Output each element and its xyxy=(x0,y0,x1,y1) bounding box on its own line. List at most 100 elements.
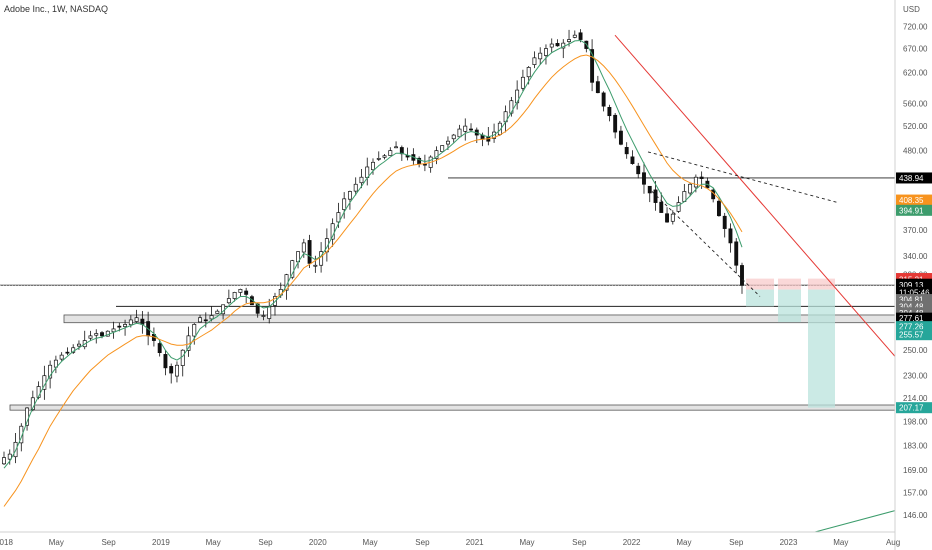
candle-body xyxy=(290,260,295,278)
candle-body xyxy=(100,332,104,337)
candle-body xyxy=(313,264,318,267)
candle-body xyxy=(624,147,629,155)
price-tag xyxy=(896,329,932,341)
candle-body xyxy=(7,453,12,460)
target-box-1-target-zone xyxy=(746,289,774,307)
candle-body xyxy=(123,324,128,328)
price-tag xyxy=(896,194,932,206)
candle-body xyxy=(301,242,306,253)
y-tick-label: 480.00 xyxy=(903,147,928,156)
target-box-3-stop-zone xyxy=(808,278,835,290)
candle-body xyxy=(417,157,422,164)
price-tag xyxy=(896,279,932,291)
candle-body xyxy=(578,32,583,40)
target-box-3-target-zone xyxy=(808,289,835,408)
candle-body xyxy=(734,241,739,266)
candle-body xyxy=(376,157,381,160)
candle-body xyxy=(2,457,6,465)
downtrend-line xyxy=(614,34,896,357)
y-tick-label: 370.00 xyxy=(903,226,928,235)
candle-body xyxy=(307,240,312,264)
candle-body xyxy=(451,134,456,140)
support-zone-2 xyxy=(63,314,896,324)
candle-body xyxy=(371,161,375,171)
candle-body xyxy=(48,364,53,379)
drawings xyxy=(614,34,896,533)
y-tick-label: 620.00 xyxy=(903,68,928,77)
moving-averages xyxy=(3,39,743,507)
candle-body xyxy=(94,333,99,336)
candle-body xyxy=(659,201,664,213)
candle-body xyxy=(716,200,721,217)
candle-body xyxy=(215,310,220,314)
candle-body xyxy=(203,319,208,322)
x-tick-label: Sep xyxy=(415,538,430,547)
x-tick-label: May xyxy=(676,538,691,547)
x-tick-label: 2019 xyxy=(152,538,170,547)
ma-slow-orange xyxy=(3,54,743,507)
candle-body xyxy=(544,48,548,56)
candle-body xyxy=(399,147,404,155)
candle-body xyxy=(180,349,185,366)
candle-body xyxy=(169,366,174,374)
price-tag xyxy=(896,402,932,414)
candle-body xyxy=(59,354,64,360)
price-tag-label: 408.35 xyxy=(899,196,924,205)
price-tags: 438.94408.35394.91315.91315.85315.21310.… xyxy=(896,172,932,414)
candle-body xyxy=(699,176,704,179)
candle-body xyxy=(463,125,468,132)
long-term-trend-line xyxy=(814,510,896,533)
candle-body xyxy=(647,185,652,194)
candle-body xyxy=(336,212,341,223)
price-tag-label: 11:05:46 xyxy=(899,288,930,297)
chart-title: Adobe Inc., 1W, NASDAQ xyxy=(4,4,109,14)
candle-body xyxy=(128,319,133,326)
y-tick-label: 157.00 xyxy=(903,489,928,498)
time-axis: 2018 May Sep 2019 May Sep 2020 May Sep 2021 May Sep… xyxy=(0,531,900,547)
candlesticks xyxy=(2,29,744,466)
x-tick-label: 2021 xyxy=(466,538,484,547)
candle-body xyxy=(740,265,744,286)
y-tick-label: 230.00 xyxy=(903,372,928,381)
candle-body xyxy=(261,315,266,317)
y-tick-label: 250.00 xyxy=(903,346,928,355)
price-tag-label: 255.57 xyxy=(899,331,924,340)
x-tick-label: 2022 xyxy=(623,538,641,547)
candle-body xyxy=(238,289,243,293)
projection-boxes xyxy=(746,278,835,408)
candle-body xyxy=(394,146,399,149)
candle-body xyxy=(688,183,693,194)
candle-body xyxy=(353,183,358,192)
candle-body xyxy=(549,43,554,48)
candle-body xyxy=(607,107,612,117)
price-tag xyxy=(896,204,932,216)
x-tick-label: Aug xyxy=(886,538,900,547)
candle-body xyxy=(88,335,93,339)
y-tick-label: 198.00 xyxy=(903,418,928,427)
candle-body xyxy=(636,165,641,175)
candle-body xyxy=(226,298,231,304)
candle-body xyxy=(192,324,197,337)
candle-body xyxy=(446,140,450,145)
x-tick-label: 2020 xyxy=(309,538,327,547)
candle-body xyxy=(457,128,462,138)
price-tag-label: 304.48 xyxy=(899,302,924,311)
candle-body xyxy=(728,228,733,244)
y-tick-label: 560.00 xyxy=(903,99,928,108)
x-tick-label: May xyxy=(519,538,534,547)
price-tag-label: 207.17 xyxy=(899,404,924,413)
price-tag-label: 277.26 xyxy=(899,323,924,332)
price-tag xyxy=(896,172,932,184)
y-tick-label: 340.00 xyxy=(903,252,928,261)
candle-body xyxy=(342,198,347,210)
candle-body xyxy=(601,92,606,107)
candle-body xyxy=(434,150,439,159)
candle-body xyxy=(595,81,600,94)
candle-body xyxy=(693,176,698,188)
candle-body xyxy=(618,130,623,145)
candle-body xyxy=(359,176,364,184)
candle-body xyxy=(347,191,352,200)
candle-body xyxy=(567,39,571,42)
candle-body xyxy=(670,213,675,222)
